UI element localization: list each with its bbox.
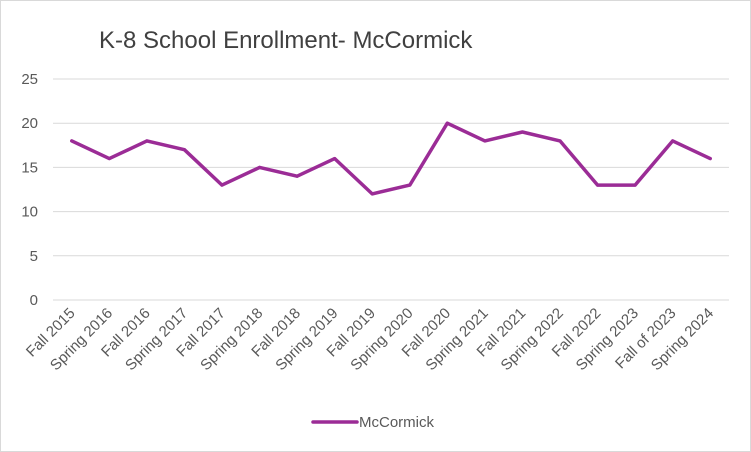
y-tick-label: 0 bbox=[30, 292, 38, 309]
y-tick-label: 25 bbox=[21, 71, 38, 88]
data-point bbox=[671, 139, 675, 143]
data-point bbox=[182, 148, 186, 152]
data-point bbox=[596, 183, 600, 187]
y-tick-label: 15 bbox=[21, 159, 38, 176]
data-point bbox=[220, 183, 224, 187]
data-point bbox=[558, 139, 562, 143]
data-point bbox=[708, 157, 712, 161]
data-point bbox=[295, 174, 299, 178]
y-axis-tick-labels: 0 5 10 15 20 25 bbox=[21, 71, 38, 309]
data-point bbox=[145, 139, 149, 143]
series-lines bbox=[70, 121, 712, 196]
gridlines bbox=[53, 78, 729, 301]
y-tick-label: 20 bbox=[21, 115, 38, 132]
legend-label: McCormick bbox=[359, 414, 434, 431]
y-tick-label: 5 bbox=[30, 248, 38, 265]
data-point bbox=[445, 121, 449, 125]
data-point bbox=[333, 157, 337, 161]
data-point bbox=[483, 139, 487, 143]
y-tick-label: 10 bbox=[21, 204, 38, 221]
data-point bbox=[633, 183, 637, 187]
chart-title: K-8 School Enrollment- McCormick bbox=[99, 27, 473, 54]
data-point bbox=[107, 157, 111, 161]
legend: McCormick bbox=[311, 414, 434, 431]
data-point bbox=[408, 183, 412, 187]
data-point bbox=[258, 165, 262, 169]
data-point bbox=[370, 192, 374, 196]
data-point bbox=[520, 130, 524, 134]
series-line bbox=[70, 121, 712, 196]
data-point bbox=[70, 139, 74, 143]
